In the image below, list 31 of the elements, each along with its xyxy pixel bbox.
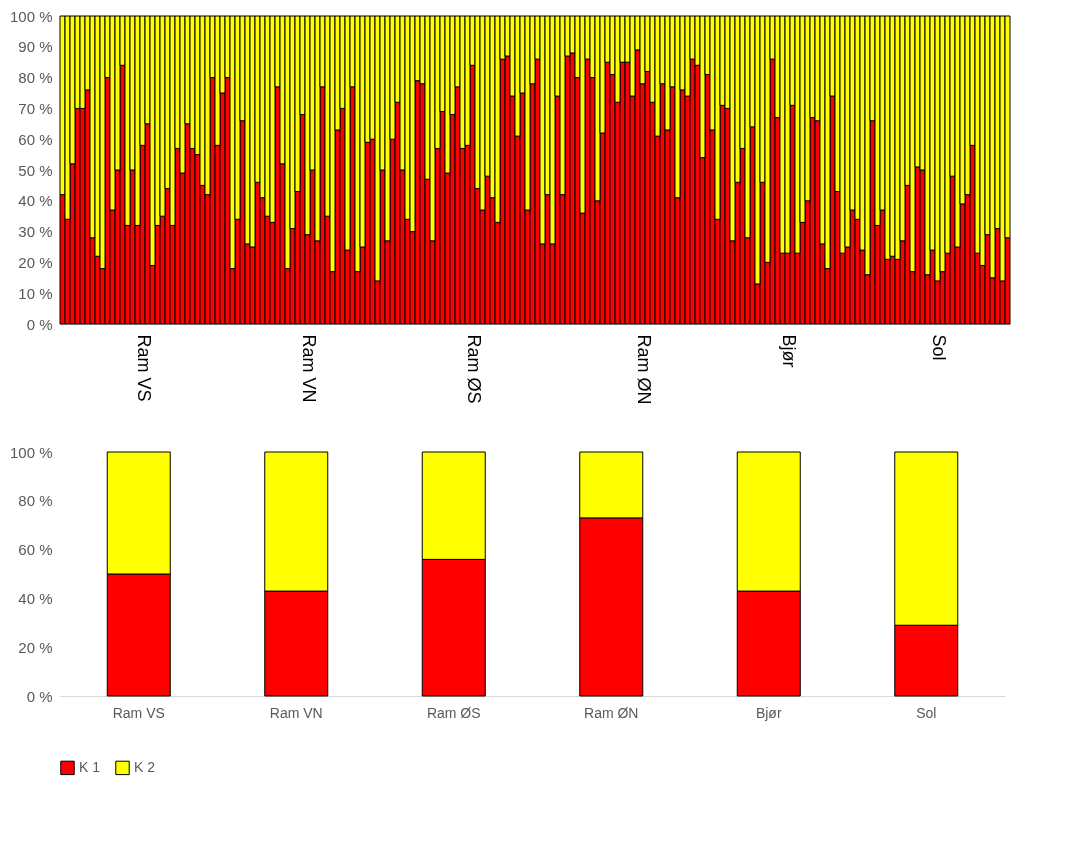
y-tick-label: 50 % <box>18 161 53 179</box>
x-tick-label: Ram ØS <box>426 704 481 721</box>
y-tick-label: 100 % <box>9 7 53 25</box>
y-tick-label: 40 % <box>18 589 53 607</box>
x-tick-label: Bjør <box>778 334 799 368</box>
x-tick-label: Ram ØN <box>584 704 639 721</box>
x-tick-label: Ram VN <box>269 704 323 721</box>
y-tick-label: 0 % <box>26 315 53 333</box>
y-tick-label: 100 % <box>9 443 53 461</box>
y-tick-label: 10 % <box>18 284 53 302</box>
x-tick-label: Ram VS <box>112 704 165 721</box>
legend-label: K 2 <box>134 758 156 775</box>
legend-label: K 1 <box>79 758 101 775</box>
x-tick-label: Bjør <box>755 704 782 721</box>
y-tick-label: 40 % <box>18 192 53 210</box>
y-tick-label: 20 % <box>18 638 53 656</box>
x-tick-label: Ram ØN <box>633 334 654 405</box>
y-tick-label: 20 % <box>18 253 53 271</box>
y-tick-label: 90 % <box>18 38 53 56</box>
y-tick-label: 30 % <box>18 223 53 241</box>
y-tick-label: 80 % <box>18 492 53 510</box>
y-tick-label: 60 % <box>18 541 53 559</box>
y-tick-label: 80 % <box>18 69 53 87</box>
x-tick-label: Sol <box>916 704 937 721</box>
x-tick-label: Sol <box>928 334 949 361</box>
x-tick-label: Ram VN <box>298 334 319 403</box>
y-tick-label: 60 % <box>18 130 53 148</box>
x-tick-label: Ram ØS <box>463 334 484 404</box>
x-tick-label: Ram VS <box>133 334 154 402</box>
y-tick-label: 70 % <box>18 99 53 117</box>
y-tick-label: 0 % <box>26 687 53 705</box>
